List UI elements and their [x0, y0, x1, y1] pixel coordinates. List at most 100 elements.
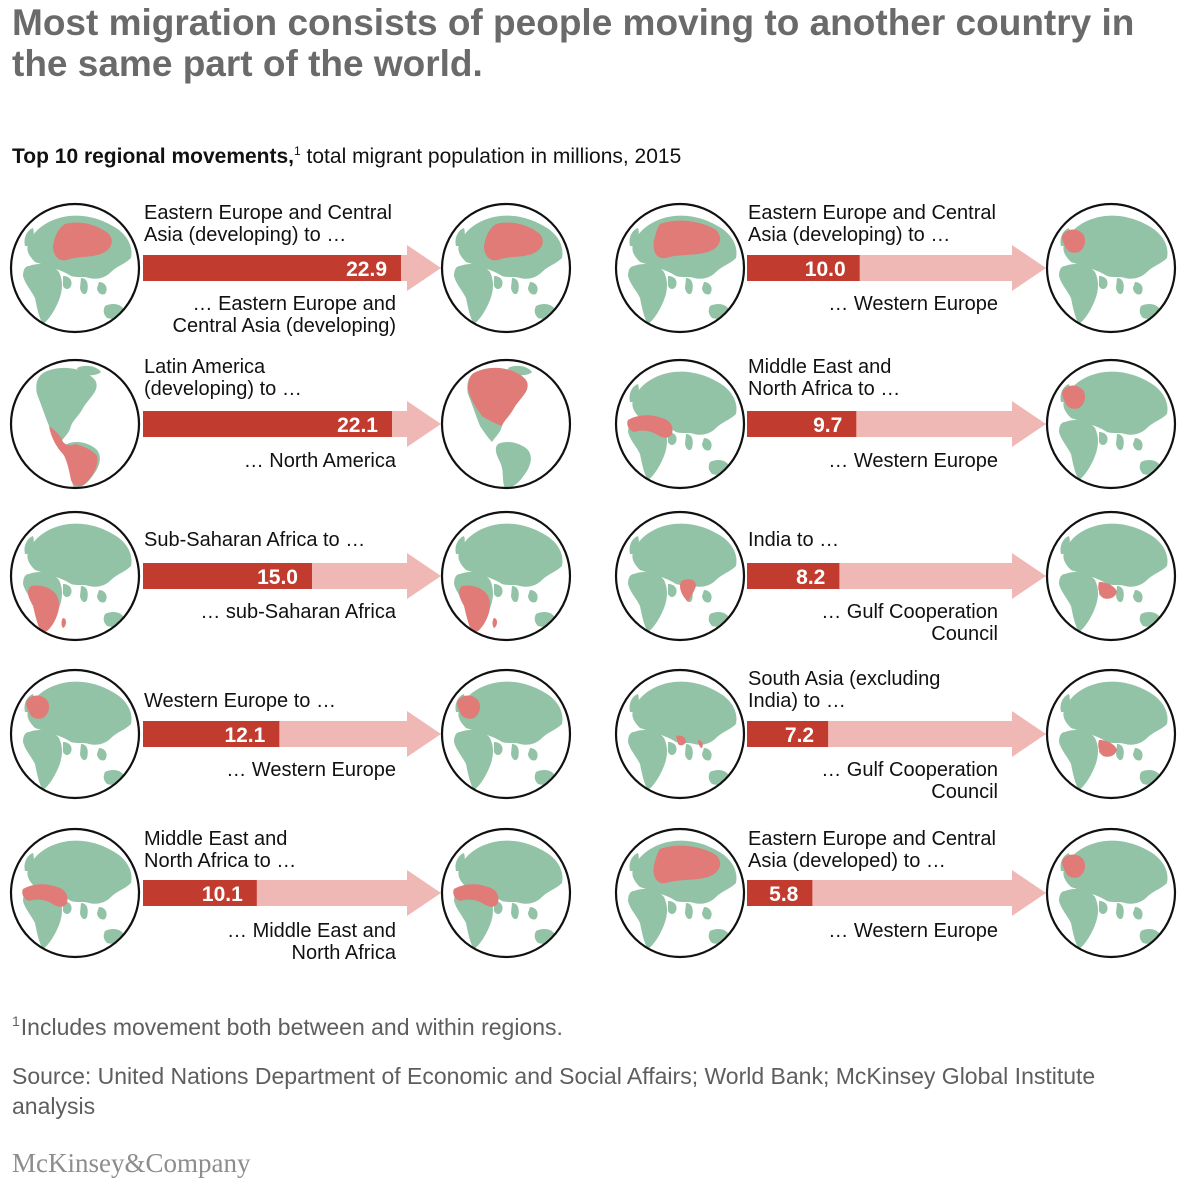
destination-globe [440, 358, 572, 490]
value-label: 5.8 [769, 883, 799, 906]
globe-outline [614, 510, 746, 642]
highlight-region [627, 415, 673, 438]
value-bar [747, 411, 857, 437]
highlight-region [468, 367, 528, 426]
destination-globe [1045, 202, 1177, 334]
globe-outline [440, 668, 572, 800]
globe-outline [1045, 827, 1177, 959]
destination-globe [1045, 358, 1177, 490]
origin-globe [9, 827, 141, 959]
origin-label: Asia (developing) to … [144, 224, 346, 246]
value-bar [143, 563, 312, 589]
origin-label: South Asia (excluding [748, 668, 940, 690]
origin-globe [614, 358, 746, 490]
destination-globe [1045, 827, 1177, 959]
arrow-track [747, 870, 1046, 916]
highlight-region [1098, 740, 1117, 757]
value-label: 22.9 [346, 258, 387, 281]
highlight-region [680, 579, 696, 602]
highlight-region [49, 426, 98, 487]
source-note: Source: United Nations Department of Eco… [12, 1063, 1096, 1119]
origin-globe [9, 510, 141, 642]
globe-outline [440, 358, 572, 490]
globe-outline [1045, 202, 1177, 334]
destination-label: … Gulf Cooperation [821, 759, 998, 781]
globe-outline [1045, 510, 1177, 642]
origin-globe [614, 510, 746, 642]
destination-label: … Western Europe [828, 293, 998, 315]
highlight-region [1062, 229, 1086, 253]
globe-outline [614, 668, 746, 800]
highlight-region [53, 222, 112, 261]
value-bar [747, 255, 860, 281]
value-label: 7.2 [785, 724, 814, 747]
destination-label: Central Asia (developing) [173, 315, 396, 337]
value-label: 8.2 [796, 566, 825, 589]
globe-outline [440, 202, 572, 334]
globe-outline [440, 510, 572, 642]
origin-label: Eastern Europe and Central [144, 202, 392, 224]
value-bar [747, 563, 840, 589]
origin-label: Latin America [144, 356, 266, 378]
value-bar [143, 255, 401, 281]
destination-label: … Eastern Europe and [193, 293, 396, 315]
globe-outline [614, 827, 746, 959]
origin-label: North Africa to … [748, 378, 900, 400]
origin-label: North Africa to … [144, 850, 296, 872]
destination-label: … sub-Saharan Africa [200, 601, 397, 623]
subtitle-bold: Top 10 regional movements, [12, 145, 295, 168]
movement-row: 22.1 Latin America(developing) to … … Nort… [143, 356, 441, 472]
origin-label: Western Europe to … [144, 690, 336, 712]
value-label: 22.1 [337, 414, 378, 437]
globe-outline [9, 202, 141, 334]
footnote-number: 1 [12, 1013, 20, 1029]
destination-label: North Africa [292, 942, 397, 964]
footnote-text: Includes movement both between and withi… [20, 1014, 563, 1040]
value-label: 15.0 [257, 566, 298, 589]
destination-globe [440, 202, 572, 334]
destination-label: … Western Europe [828, 920, 998, 942]
origin-globe [9, 668, 141, 800]
value-bar [143, 411, 392, 437]
value-label: 9.7 [813, 414, 842, 437]
destination-label: … Western Europe [226, 759, 396, 781]
destination-label: Council [931, 781, 998, 803]
destination-label: … Gulf Cooperation [821, 601, 998, 623]
destination-globe [1045, 668, 1177, 800]
destination-label: Council [931, 623, 998, 645]
globe-outline [440, 827, 572, 959]
globe-outline [9, 510, 141, 642]
globe-outline [9, 668, 141, 800]
origin-label: Middle East and [748, 356, 891, 378]
globe-outline [614, 202, 746, 334]
origin-label: Asia (developed) to … [748, 850, 946, 872]
subtitle-rest: total migrant population in millions, 20… [300, 145, 682, 168]
subtitle-footnote-marker: 1 [294, 144, 301, 158]
destination-label: … Western Europe [828, 450, 998, 472]
value-label: 10.1 [202, 883, 243, 906]
origin-globe [9, 202, 141, 334]
globe-outline [1045, 668, 1177, 800]
chart-title: Most migration consists of people moving… [12, 2, 1135, 84]
origin-label: India to … [748, 529, 839, 551]
origin-label: Eastern Europe and Central [748, 202, 996, 224]
value-bar [143, 880, 257, 906]
destination-label: … Middle East and [227, 920, 396, 942]
highlight-region [457, 695, 481, 719]
origin-label: Middle East and [144, 828, 287, 850]
value-bar [747, 880, 813, 906]
highlight-region [653, 220, 721, 259]
origin-label: Eastern Europe and Central [748, 828, 996, 850]
globe-outline [614, 358, 746, 490]
highlight-region [1062, 854, 1086, 878]
destination-label: … North America [244, 450, 397, 472]
highlight-region [676, 735, 703, 748]
mckinsey-logo: McKinsey&Company [12, 1148, 251, 1178]
origin-globe [614, 827, 746, 959]
